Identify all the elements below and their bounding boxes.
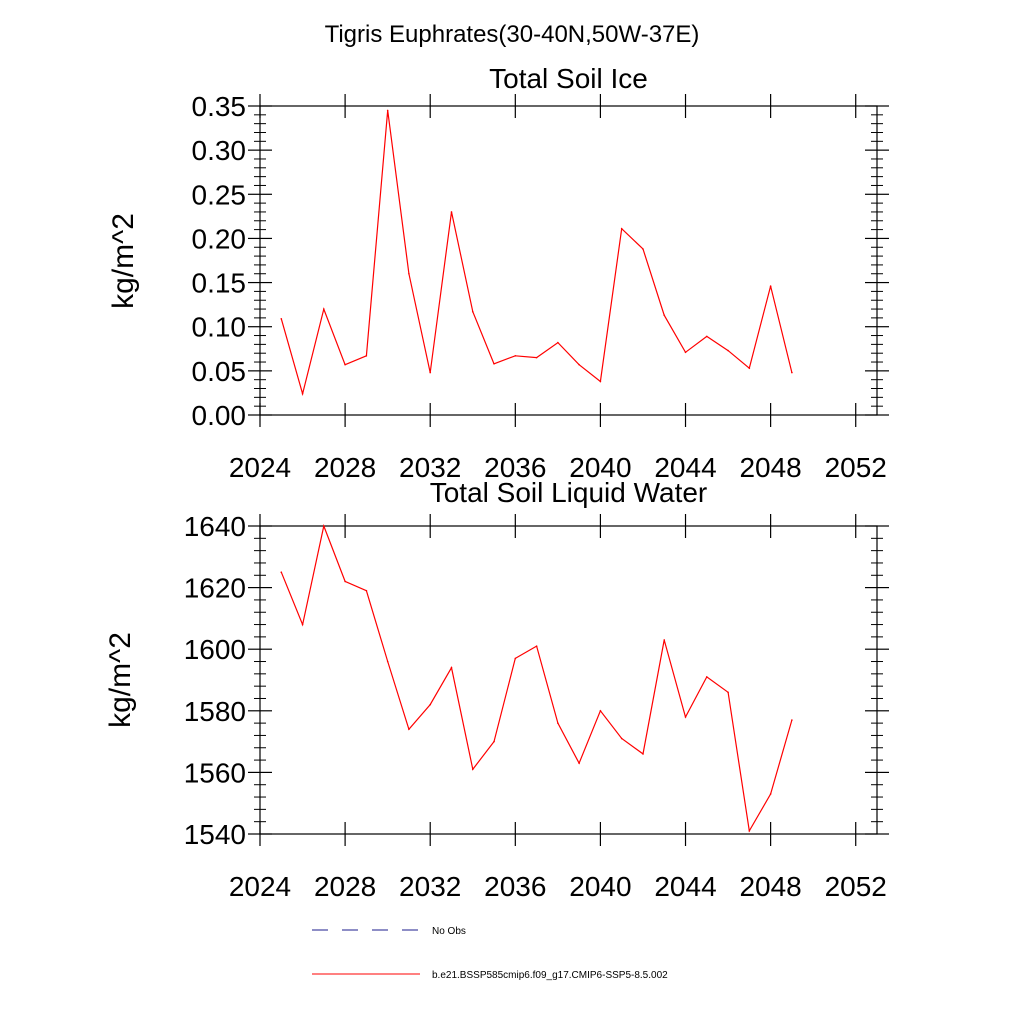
y-tick-label: 0.00 [192, 400, 247, 431]
y-axis-label: kg/m^2 [104, 632, 137, 728]
data-point [493, 362, 495, 365]
data-point [386, 660, 389, 663]
x-tick-label: 2032 [399, 871, 461, 902]
data-point [599, 380, 602, 383]
x-tick-label: 2048 [739, 452, 801, 483]
x-tick-label: 2052 [825, 452, 887, 483]
y-tick-label: 1640 [184, 511, 246, 542]
data-point [684, 716, 687, 718]
chart-panel-2: Total Soil Liquid Water kg/m^2 2024 2028 203… [104, 477, 889, 902]
data-point [471, 768, 474, 771]
data-point [280, 571, 283, 573]
data-point [280, 317, 283, 320]
y-tick-label: 0.15 [192, 268, 247, 299]
y-tick-label: 1560 [184, 757, 246, 788]
legend: No Obs b.e21.BSSP585cmip6.f09_g17.CMIP6-S… [312, 926, 668, 981]
data-point [705, 676, 708, 678]
data-point [663, 639, 666, 641]
data-point [408, 728, 410, 731]
data-point [514, 355, 517, 357]
data-point [408, 272, 410, 275]
data-point [301, 623, 304, 626]
data-point [748, 830, 751, 832]
x-tick-label: 2024 [229, 452, 291, 483]
plot-frame [259, 105, 878, 416]
plot-frame [259, 525, 878, 835]
x-tick-label: 2044 [654, 452, 716, 483]
x-tick-label: 2044 [654, 871, 716, 902]
data-point [684, 351, 687, 354]
data-point [578, 762, 580, 764]
x-tick-label: 2028 [314, 871, 376, 902]
x-tick-label: 2024 [229, 871, 291, 902]
data-point [535, 356, 538, 359]
x-tick-label: 2036 [484, 871, 546, 902]
data-point [599, 710, 602, 712]
data-point [323, 308, 325, 310]
data-point [663, 314, 666, 317]
data-point [365, 355, 368, 357]
data-point [344, 580, 346, 583]
data-point [535, 645, 538, 647]
data-point [386, 109, 389, 112]
data-point [450, 211, 453, 213]
x-tick-label: 2040 [569, 452, 631, 483]
y-tick-label: 1540 [184, 819, 246, 850]
data-point [471, 310, 474, 313]
x-tick-label: 2052 [825, 871, 887, 902]
series-line [280, 110, 793, 397]
data-point [301, 393, 304, 395]
figure-title: Tigris Euphrates(30-40N,50W-37E) [325, 21, 700, 48]
data-point [620, 737, 623, 740]
chart-title: Total Soil Ice [489, 63, 648, 94]
series-line [280, 523, 793, 833]
data-point [727, 691, 729, 694]
data-point [727, 349, 729, 352]
x-tick-label: 2040 [569, 871, 631, 902]
data-point [344, 363, 346, 366]
y-tick-label: 0.10 [192, 312, 247, 343]
data-point [365, 589, 368, 592]
legend-label: No Obs [432, 926, 466, 937]
data-point [429, 371, 432, 374]
data-point [450, 666, 453, 669]
x-tick-label: 2028 [314, 452, 376, 483]
legend-label: b.e21.BSSP585cmip6.f09_g17.CMIP6-SSP5-8.… [432, 970, 668, 981]
data-point [705, 335, 708, 338]
data-point [578, 363, 580, 366]
x-tick-label: 2032 [399, 452, 461, 483]
data-point [429, 703, 432, 706]
y-tick-label: 1600 [184, 634, 246, 665]
y-tick-label: 1620 [184, 573, 246, 604]
y-tick-label: 1580 [184, 696, 246, 727]
x-tick-label: 2048 [739, 871, 801, 902]
chart-panel-1: Total Soil Ice kg/m^2 2024 2028 2032 2036 2040… [107, 63, 889, 483]
data-point [323, 525, 325, 527]
y-tick-label: 0.05 [192, 356, 247, 387]
y-tick-label: 0.30 [192, 135, 247, 166]
data-point [642, 753, 644, 755]
chart-title: Total Soil Liquid Water [430, 477, 708, 508]
y-axis-label: kg/m^2 [107, 213, 140, 309]
data-point [748, 367, 751, 370]
y-tick-label: 0.20 [192, 223, 247, 254]
data-point [791, 719, 793, 721]
x-tick-label: 2036 [484, 452, 546, 483]
data-point [769, 793, 772, 795]
data-point [769, 285, 772, 287]
data-point [791, 371, 793, 374]
data-point [557, 341, 559, 344]
data-point [514, 657, 517, 660]
y-tick-label: 0.25 [192, 179, 247, 210]
data-point [493, 740, 495, 743]
data-point [620, 227, 623, 230]
data-point [557, 722, 559, 724]
data-point [642, 248, 644, 250]
y-tick-label: 0.35 [192, 91, 247, 122]
